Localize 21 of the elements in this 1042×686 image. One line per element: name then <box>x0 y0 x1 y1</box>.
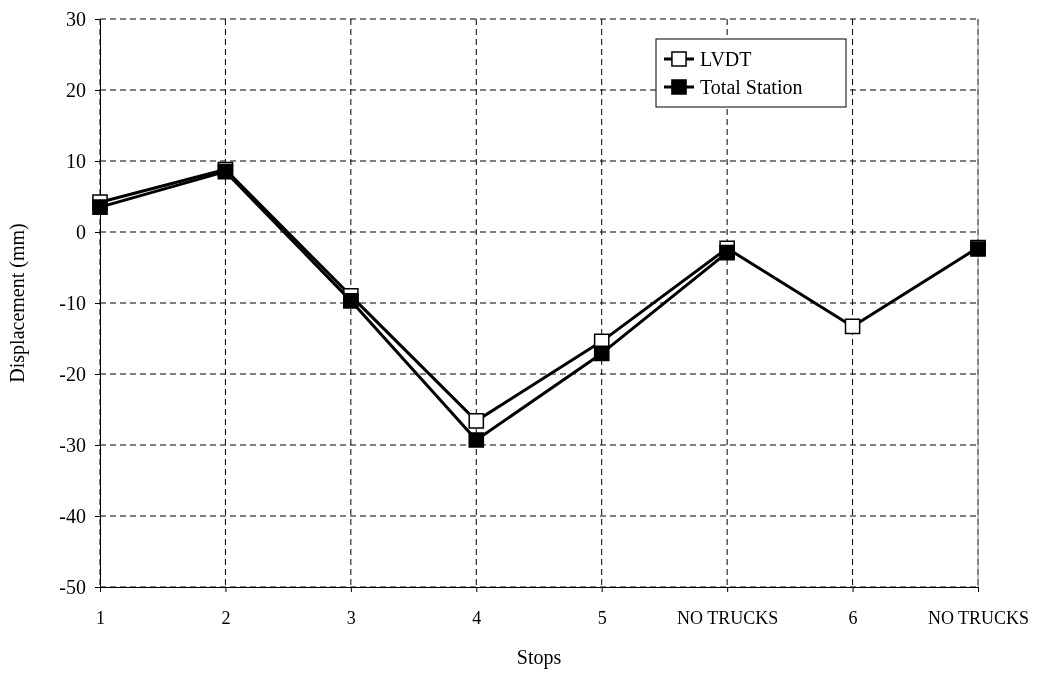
y-tick-label: 0 <box>76 220 86 243</box>
x-tick-label: NO TRUCKS <box>677 607 779 628</box>
x-tick-label: 1 <box>96 607 105 628</box>
y-tick-label: -50 <box>59 575 86 598</box>
x-tick-label: 4 <box>472 607 482 628</box>
x-tick-label: 2 <box>221 607 231 628</box>
x-tick-label: 5 <box>597 607 607 628</box>
y-tick-label: -30 <box>59 433 86 456</box>
y-tick-label: 30 <box>66 7 86 30</box>
legend-label: LVDT <box>700 48 752 70</box>
x-tick-label: NO TRUCKS <box>927 607 1030 628</box>
x-tick-label: 3 <box>346 607 356 628</box>
y-tick-label: -10 <box>59 291 86 314</box>
x-axis-title: Stops <box>516 646 562 669</box>
legend-label: Total Station <box>700 76 803 98</box>
y-tick-label: -20 <box>59 362 86 385</box>
y-tick-label: 10 <box>66 149 86 172</box>
x-tick-label: 6 <box>848 607 858 628</box>
y-tick-label: -40 <box>59 504 86 527</box>
y-axis-title: Displacement (mm) <box>6 223 29 383</box>
y-tick-label: 20 <box>66 78 86 101</box>
